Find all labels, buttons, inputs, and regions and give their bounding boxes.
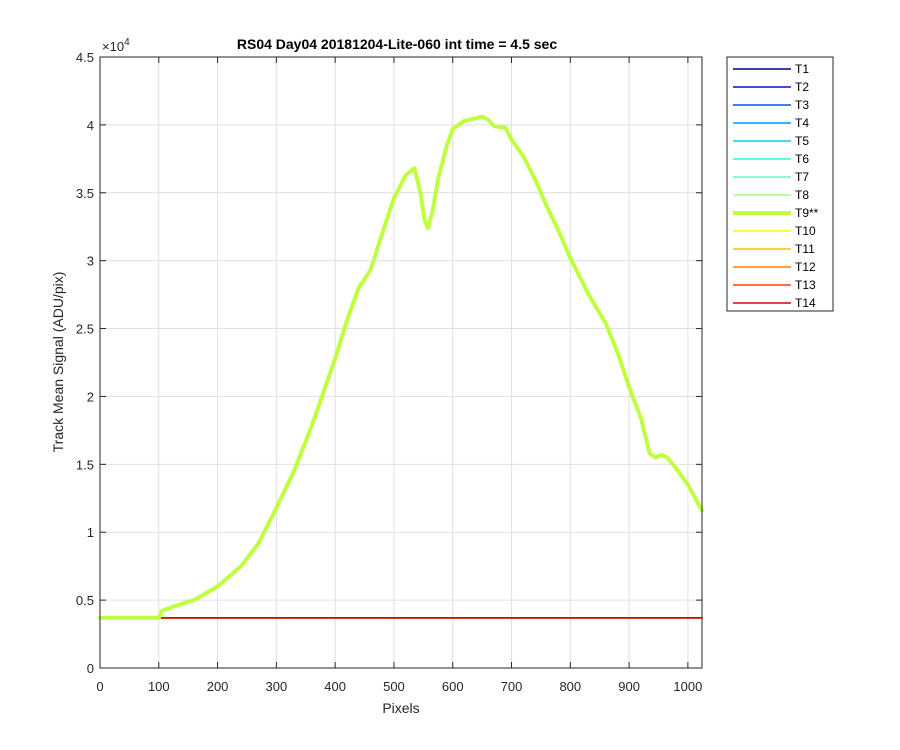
legend-label-t4: T4	[795, 116, 809, 130]
x-tick-label: 200	[207, 679, 229, 694]
y-tick-label: 2	[87, 389, 94, 404]
x-tick-label: 500	[383, 679, 405, 694]
chart-title: RS04 Day04 20181204-Lite-060 int time = …	[237, 36, 557, 52]
x-tick-label: 400	[324, 679, 346, 694]
x-axis-label: Pixels	[382, 700, 419, 716]
y-tick-label: 0.5	[76, 593, 94, 608]
series-line-t9	[98, 114, 704, 620]
legend-label-t5: T5	[795, 134, 809, 148]
legend: T1 T2 T3 T4 T5 T6 T7 T8 T9** T10 T11 T12 T13 T14	[726, 56, 834, 312]
y-tick-label: 0	[87, 661, 94, 676]
legend-label-t3: T3	[795, 98, 809, 112]
y-tick-label: 1	[87, 525, 94, 540]
x-tick-label: 600	[442, 679, 464, 694]
axis-ticks: 0 100 200 300 400 500 600 700 800 900 1000 0 0.5 1 1.5…	[76, 50, 702, 694]
y-tick-label: 1.5	[76, 457, 94, 472]
x-tick-label: 1000	[673, 679, 702, 694]
y-tick-label: 3	[87, 254, 94, 269]
legend-label-t1: T1	[795, 62, 809, 76]
x-tick-label: 900	[618, 679, 640, 694]
legend-label-t8: T8	[795, 188, 809, 202]
legend-label-t12: T12	[795, 260, 816, 274]
y-tick-label: 4	[87, 118, 94, 133]
x-tick-label: 100	[148, 679, 170, 694]
x-tick-label: 800	[559, 679, 581, 694]
x-tick-label: 300	[266, 679, 288, 694]
y-exponent-power: 4	[124, 37, 130, 48]
y-tick-label: 3.5	[76, 186, 94, 201]
y-exponent-base: ×10	[102, 39, 124, 54]
legend-label-t14: T14	[795, 296, 816, 310]
plot-area-border	[99, 56, 703, 669]
legend-label-t9: T9**	[795, 206, 819, 220]
legend-label-t11: T11	[795, 242, 815, 256]
x-tick-label: 700	[501, 679, 523, 694]
y-tick-label: 4.5	[76, 50, 94, 65]
grid	[100, 57, 702, 668]
legend-label-t6: T6	[795, 152, 809, 166]
legend-label-t7: T7	[795, 170, 809, 184]
y-axis-exponent: ×104	[102, 37, 130, 54]
plot-lines	[98, 114, 704, 620]
y-axis-label: Track Mean Signal (ADU/pix)	[50, 272, 66, 453]
y-tick-label: 2.5	[76, 322, 94, 337]
legend-box	[726, 56, 834, 312]
legend-label-t13: T13	[795, 278, 816, 292]
x-tick-label: 0	[96, 679, 103, 694]
legend-label-t10: T10	[795, 224, 816, 238]
legend-label-t2: T2	[795, 80, 809, 94]
